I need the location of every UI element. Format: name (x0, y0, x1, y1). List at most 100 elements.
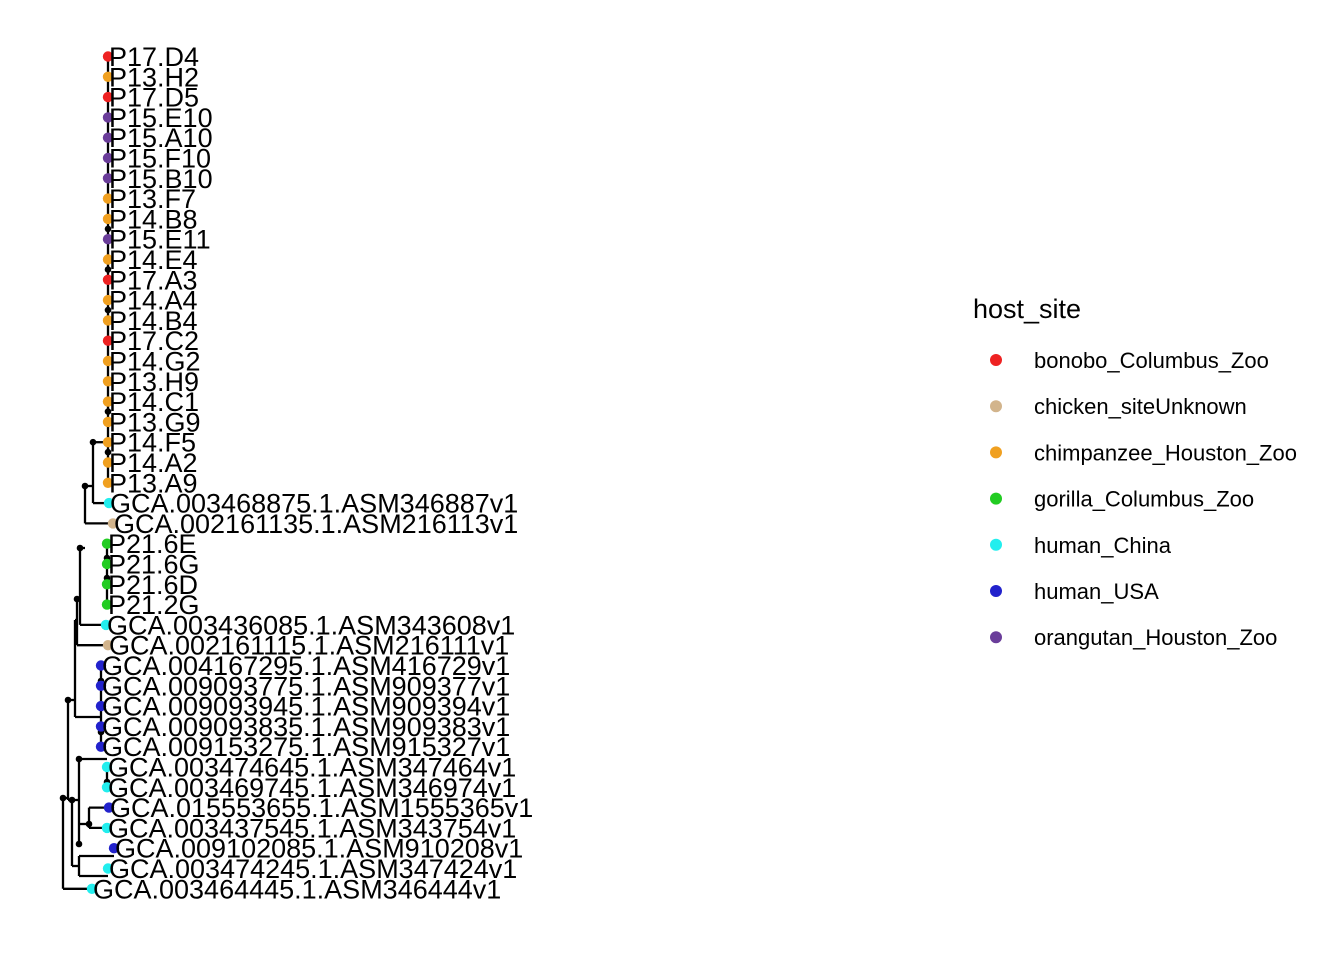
tip-label: P13.H9 (109, 367, 199, 397)
tip-label: GCA.009093835.1.ASM909383v1 (102, 712, 510, 742)
tip-point (101, 599, 113, 610)
tip-label: P21.6G (108, 550, 200, 580)
internal-node (73, 595, 81, 603)
legend-title: host_site (973, 294, 1081, 324)
tip-label: P14.C1 (109, 387, 199, 417)
tip-label: P14.F5 (109, 428, 196, 458)
legend-key (990, 631, 1002, 644)
tip-point (86, 883, 98, 894)
legend-key (990, 354, 1002, 366)
internal-node (85, 820, 93, 828)
legend-key (990, 585, 1002, 597)
tip-label: P17.D5 (109, 83, 199, 113)
tip-point (102, 91, 114, 103)
legend-label: chimpanzee_Houston_Zoo (1034, 440, 1297, 465)
tip-label: GCA.002161115.1.ASM216111v1 (109, 631, 509, 661)
tip-label: P13.F7 (109, 184, 196, 214)
tip-point (102, 335, 114, 346)
tip-point (102, 71, 114, 83)
tip-label: P17.C2 (109, 326, 199, 356)
tip-point (102, 863, 114, 874)
legend-key (990, 400, 1002, 413)
tip-label: GCA.009102085.1.ASM910208v1 (115, 834, 523, 864)
tip-point (101, 579, 113, 590)
tip-point (102, 254, 114, 265)
tip-label: GCA.009153275.1.ASM915327v1 (102, 732, 510, 762)
tip-label: P21.2G (108, 590, 200, 620)
tip-point (101, 822, 113, 834)
tip-point (102, 173, 114, 184)
internal-node (104, 408, 112, 415)
internal-node (89, 438, 97, 446)
tip-point (102, 294, 114, 306)
legend-label: human_China (1034, 533, 1172, 558)
tip-label: GCA.003468875.1.ASM346887v1 (110, 489, 518, 519)
tip-point (102, 416, 114, 428)
legend-items: bonobo_Columbus_Zoo chicken_siteUnknownch… (990, 348, 1297, 650)
internal-node (59, 794, 67, 802)
tip-label: GCA.002161135.1.ASM216113v1 (114, 509, 518, 539)
tip-point (102, 477, 114, 488)
tip-point (102, 376, 114, 387)
tip-label: P14.A4 (109, 286, 198, 316)
tip-label: P15.B10 (109, 164, 213, 194)
tip-point (102, 315, 114, 326)
internal-node (104, 266, 112, 273)
internal-node (76, 544, 84, 552)
tip-point (101, 782, 113, 793)
tip-point (102, 213, 114, 225)
tip-label: P14.B4 (109, 306, 198, 336)
legend-key (990, 538, 1002, 551)
tip-points (86, 51, 120, 894)
tip-label: P15.F10 (109, 144, 211, 174)
tip-point (102, 457, 114, 468)
tip-label: P14.B8 (109, 204, 198, 234)
tip-label: GCA.003469745.1.ASM346974v1 (108, 773, 516, 803)
tip-point (102, 234, 114, 245)
tip-label: P15.E10 (109, 103, 213, 133)
tip-point (102, 152, 114, 164)
tip-point (102, 112, 114, 123)
legend: host_site bonobo_Columbus_Zoo chicken_sit… (973, 294, 1297, 650)
tip-label: P13.H2 (109, 62, 199, 92)
tip-point (101, 761, 113, 773)
legend-label: orangutan_Houston_Zoo (1034, 625, 1277, 650)
tip-point (101, 538, 113, 549)
tip-point (102, 355, 114, 367)
tip-point (95, 741, 107, 752)
tip-label: GCA.003474245.1.ASM347424v1 (109, 854, 517, 884)
tip-point (102, 132, 114, 143)
internal-node (104, 448, 112, 456)
tip-label: GCA.003437545.1.ASM343754v1 (108, 813, 516, 843)
internal-node (104, 306, 112, 314)
tip-label: P13.A9 (109, 468, 198, 498)
tip-label: GCA.009093775.1.ASM909377v1 (102, 671, 510, 701)
tip-label: GCA.003474645.1.ASM347464v1 (108, 753, 516, 783)
internal-node (75, 840, 83, 848)
tip-point (102, 51, 114, 62)
tip-point (101, 558, 113, 570)
tip-label: P13.G9 (109, 407, 201, 437)
tip-label: P21.6D (108, 570, 198, 600)
internal-node (81, 482, 89, 490)
tip-point (103, 497, 115, 509)
legend-key (990, 492, 1002, 505)
legend-label: bonobo_Columbus_Zoo (1034, 348, 1269, 373)
internal-node (68, 796, 76, 804)
tip-labels: P17.D4P13.H2P17.D5P15.E10P15.A10P15.F10P… (93, 42, 533, 904)
tip-point (102, 437, 114, 448)
tip-label: GCA.009093945.1.ASM909394v1 (102, 692, 510, 722)
tip-label: GCA.003436085.1.ASM343608v1 (107, 610, 515, 640)
tip-label: P14.G2 (109, 347, 201, 377)
tip-point (108, 843, 120, 854)
tip-label: GCA.003464445.1.ASM346444v1 (93, 874, 501, 904)
tip-label: GCA.015553655.1.ASM1555365v1 (110, 793, 533, 823)
tip-label: P14.E4 (109, 245, 198, 275)
tip-point (95, 660, 107, 671)
tip-label: P17.A3 (109, 265, 198, 295)
tip-point (107, 518, 119, 529)
internal-node (64, 696, 72, 704)
internal-node (104, 225, 112, 233)
tip-point (102, 396, 114, 407)
tip-point (102, 193, 114, 204)
